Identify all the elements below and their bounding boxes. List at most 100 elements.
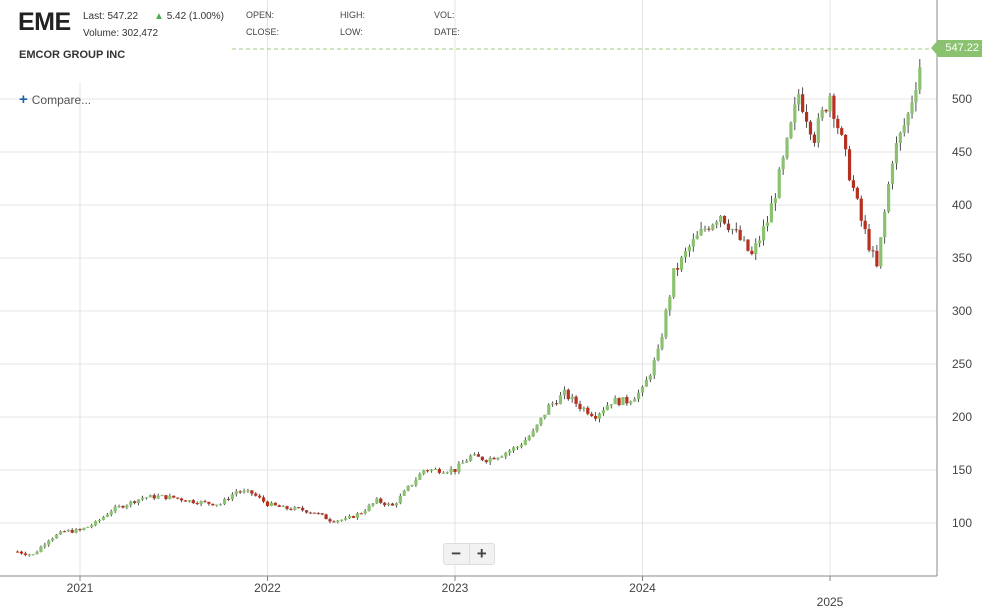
candle-body [711, 224, 715, 230]
candle-body [738, 229, 742, 240]
candle-body [219, 504, 223, 506]
candle-body [617, 398, 621, 406]
candle-body [336, 520, 340, 522]
candle-body [105, 514, 109, 517]
candle-body [97, 519, 102, 522]
candle-body [117, 506, 121, 508]
candle-body [187, 500, 191, 502]
candle-body [265, 501, 270, 506]
candle-body [832, 95, 836, 119]
candle-body [640, 386, 645, 393]
candle-body [695, 235, 699, 240]
candle-body [43, 544, 47, 547]
candle-body [601, 410, 606, 414]
candle-body [629, 401, 633, 404]
x-tick-label: 2024 [629, 581, 656, 595]
candle-body [492, 457, 496, 460]
candle-body [465, 460, 469, 463]
candle-body [676, 268, 680, 270]
ticker-symbol: EME [18, 8, 71, 36]
candle-body [804, 111, 809, 122]
candle-body [469, 455, 473, 461]
candle-body [715, 222, 719, 225]
candle-body [250, 490, 254, 494]
candle-body [82, 527, 86, 530]
candle-body [242, 490, 246, 493]
candle-body [496, 457, 500, 460]
candle-body [554, 403, 559, 405]
candle-body [129, 501, 133, 506]
candle-body [594, 415, 598, 419]
candle-body [222, 498, 227, 505]
y-tick-label: 150 [952, 463, 972, 477]
candle-body [207, 501, 211, 504]
candle-body [62, 531, 66, 533]
candle-body [664, 310, 668, 337]
candle-body [683, 251, 688, 258]
candle-body [285, 506, 289, 509]
candle-body [74, 529, 78, 533]
candle-body [769, 203, 774, 223]
candle-body [812, 134, 816, 143]
candle-body [886, 184, 891, 212]
candle-body [410, 484, 414, 487]
candle-body [144, 497, 149, 499]
candle-body [113, 506, 117, 512]
candle-body [484, 460, 488, 463]
candle-body [765, 222, 770, 227]
candle-body [109, 511, 113, 515]
candle-body [722, 215, 727, 224]
candle-body [808, 121, 813, 135]
candle-body [58, 531, 63, 535]
open-label: OPEN: [246, 10, 275, 20]
price-change-value: 5.42 (1.00%) [166, 11, 224, 22]
candle-body [238, 491, 242, 493]
zoom-in-button[interactable]: + [476, 544, 487, 563]
candle-body [644, 379, 649, 387]
candle-body [535, 424, 539, 431]
candle-body [840, 128, 844, 135]
candle-body [328, 519, 332, 522]
candle-body [15, 551, 20, 553]
candle-body [652, 360, 656, 376]
candle-body [246, 490, 250, 492]
candle-body [133, 501, 137, 504]
candle-body [527, 436, 531, 441]
candle-body [383, 502, 387, 506]
candle-body [625, 397, 629, 404]
zoom-out-button[interactable]: − [444, 544, 470, 564]
y-tick-label: 500 [952, 92, 972, 106]
compare-button[interactable]: + Compare... [19, 91, 91, 108]
candle-body [347, 516, 352, 519]
candle-body [707, 228, 711, 230]
candle-body [816, 118, 820, 143]
candle-body [449, 469, 453, 473]
candle-body [402, 490, 406, 496]
candle-body [703, 228, 707, 230]
arrow-up-icon: ▲ [154, 11, 164, 22]
y-tick-label: 450 [952, 145, 972, 159]
candle-body [898, 132, 902, 144]
candle-body [39, 546, 43, 552]
candle-body [433, 469, 438, 471]
candle-body [414, 479, 418, 485]
candle-body [23, 553, 27, 555]
candle-body [457, 463, 461, 472]
candle-body [582, 407, 586, 410]
candle-body [570, 396, 574, 400]
candle-body [668, 296, 672, 311]
last-price-tag: 547.22 [931, 40, 982, 57]
candle-body [94, 521, 98, 526]
candle-body [359, 513, 363, 515]
candle-body [78, 529, 82, 531]
candle-body [363, 510, 367, 514]
candle-body [609, 404, 613, 406]
y-tick-label: 350 [952, 251, 972, 265]
candle-body [148, 495, 152, 498]
candle-body [871, 250, 875, 252]
quote-header: EME Last: 547.22 ▲ 5.42 (1.00%) Volume: … [0, 0, 232, 82]
candle-body [847, 149, 852, 181]
candle-body [855, 187, 859, 199]
candle-body [371, 503, 375, 506]
candle-body [367, 505, 371, 511]
